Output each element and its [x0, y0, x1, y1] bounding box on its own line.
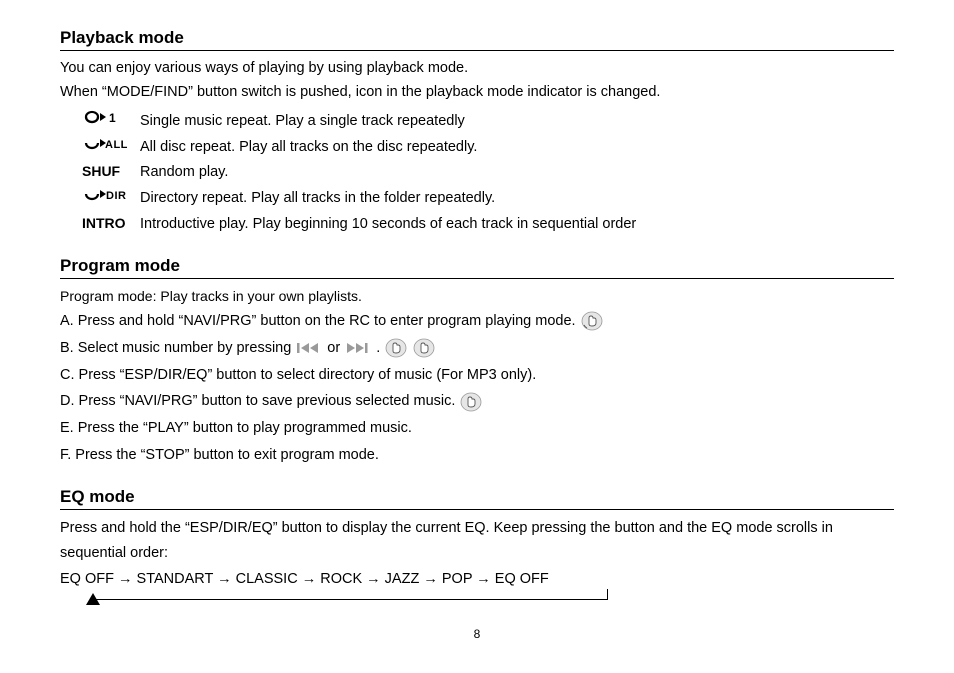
repeat-all-desc: All disc repeat. Play all tracks on the …: [140, 136, 477, 159]
prev-track-icon: [295, 341, 323, 355]
divider: [60, 278, 894, 279]
program-step-b: B. Select music number by pressing or .: [60, 335, 894, 362]
eq-heading: EQ mode: [60, 487, 894, 507]
hand-press-icon: [580, 310, 604, 332]
playback-row-repeat-dir: DIR Directory repeat. Play all tracks in…: [82, 186, 894, 210]
repeat-one-desc: Single music repeat. Play a single track…: [140, 110, 465, 133]
playback-intro-1: You can enjoy various ways of playing by…: [60, 57, 894, 81]
step-a-text: A. Press and hold “NAVI/PRG” button on t…: [60, 308, 576, 335]
eq-intro: Press and hold the “ESP/DIR/EQ” button t…: [60, 516, 894, 567]
section-program: Program mode Program mode: Play tracks i…: [60, 256, 894, 469]
shuffle-label: SHUF: [82, 163, 140, 179]
hand-press-icon: [459, 391, 483, 413]
divider: [60, 50, 894, 51]
eq-sequence: EQ OFF → STANDART → CLASSIC → ROCK → JAZ…: [60, 571, 894, 587]
step-b-post: .: [376, 335, 380, 362]
intro-desc: Introductive play. Play beginning 10 sec…: [140, 213, 636, 236]
step-b-mid: or: [327, 335, 340, 362]
program-step-f: F. Press the “STOP” button to exit progr…: [60, 442, 894, 469]
next-track-icon: [344, 341, 372, 355]
section-playback: Playback mode You can enjoy various ways…: [60, 28, 894, 236]
program-heading: Program mode: [60, 256, 894, 276]
program-step-e: E. Press the “PLAY” button to play progr…: [60, 415, 894, 442]
eq-loop-arrow: [86, 589, 608, 611]
step-c-text: C. Press “ESP/DIR/EQ” button to select d…: [60, 362, 536, 389]
intro-label: INTRO: [82, 215, 140, 231]
playback-row-shuffle: SHUF Random play.: [82, 161, 894, 184]
divider: [60, 509, 894, 510]
repeat-dir-desc: Directory repeat. Play all tracks in the…: [140, 187, 495, 210]
hand-press-icon: [412, 337, 436, 359]
step-e-text: E. Press the “PLAY” button to play progr…: [60, 415, 412, 442]
playback-intro-2: When “MODE/FIND” button switch is pushed…: [60, 81, 894, 105]
shuffle-desc: Random play.: [140, 161, 228, 184]
step-d-text: D. Press “NAVI/PRG” button to save previ…: [60, 388, 455, 415]
repeat-one-icon: 1: [82, 109, 140, 125]
program-step-d: D. Press “NAVI/PRG” button to save previ…: [60, 388, 894, 415]
hand-press-icon: [384, 337, 408, 359]
page-number: 8: [60, 627, 894, 641]
step-b-pre: B. Select music number by pressing: [60, 335, 291, 362]
program-step-c: C. Press “ESP/DIR/EQ” button to select d…: [60, 362, 894, 389]
svg-text:DIR: DIR: [106, 190, 126, 202]
svg-text:1: 1: [109, 111, 116, 125]
program-intro: Program mode: Play tracks in your own pl…: [60, 285, 894, 308]
section-eq: EQ mode Press and hold the “ESP/DIR/EQ” …: [60, 487, 894, 611]
playback-heading: Playback mode: [60, 28, 894, 48]
playback-row-intro: INTRO Introductive play. Play beginning …: [82, 213, 894, 236]
manual-page: Playback mode You can enjoy various ways…: [0, 0, 954, 651]
step-f-text: F. Press the “STOP” button to exit progr…: [60, 442, 379, 469]
playback-row-repeat-all: ALL All disc repeat. Play all tracks on …: [82, 135, 894, 159]
repeat-all-icon: ALL: [82, 135, 140, 151]
svg-text:ALL: ALL: [105, 139, 128, 151]
repeat-dir-icon: DIR: [82, 186, 140, 202]
program-step-a: A. Press and hold “NAVI/PRG” button on t…: [60, 308, 894, 335]
playback-row-repeat-one: 1 Single music repeat. Play a single tra…: [82, 109, 894, 133]
